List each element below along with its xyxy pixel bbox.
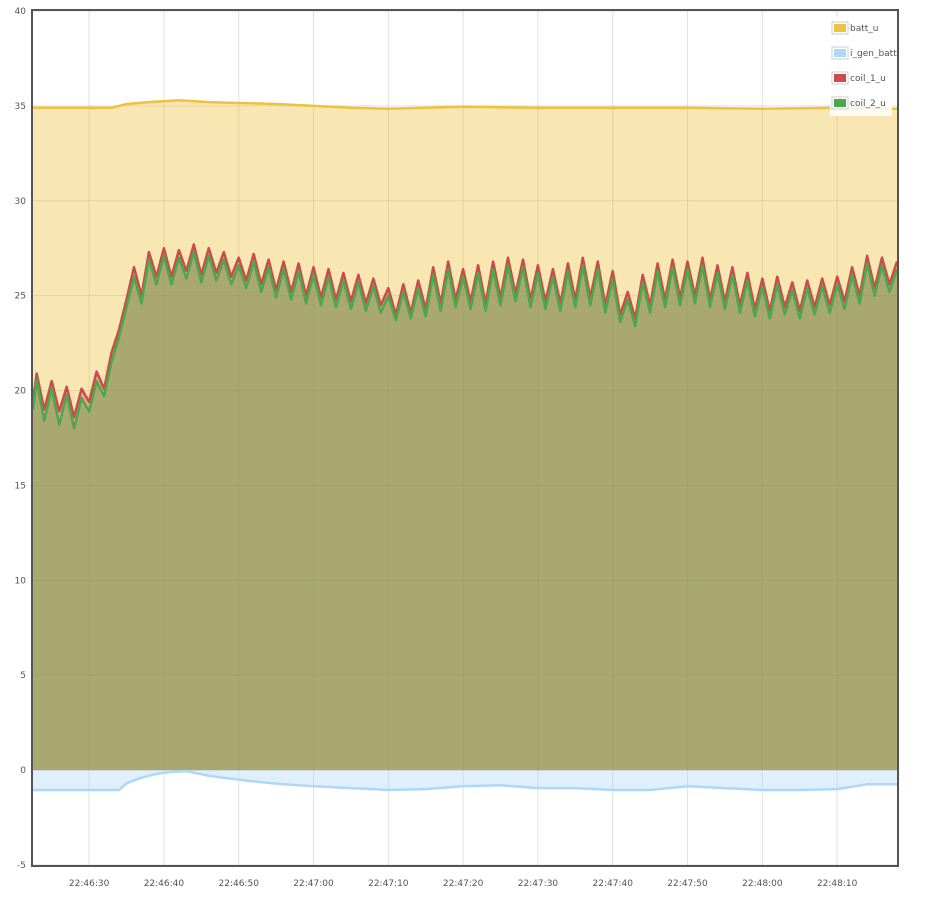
series-lines xyxy=(31,98,899,792)
legend-label: coil_2_u xyxy=(850,99,886,109)
legend-label: coil_1_u xyxy=(850,74,886,84)
y-tick-label: 35 xyxy=(15,102,26,112)
legend-swatch-coil_2_u xyxy=(834,99,846,107)
x-tick-label: 22:47:00 xyxy=(293,879,334,889)
legend-swatch-coil_1_u xyxy=(834,74,846,82)
series-area-coil_2_u xyxy=(33,252,897,771)
x-tick-label: 22:47:10 xyxy=(368,879,409,889)
x-tick-label: 22:47:30 xyxy=(518,879,559,889)
series-area-i_gen_batt xyxy=(33,770,897,790)
x-tick-label: 22:47:50 xyxy=(667,879,708,889)
series-line-coil_2_u xyxy=(31,250,899,430)
legend-swatch-batt_u xyxy=(834,24,846,32)
y-tick-label: 25 xyxy=(15,292,26,302)
y-tick-label: 30 xyxy=(15,197,27,207)
y-tick-label: 0 xyxy=(20,766,26,776)
x-tick-label: 22:46:50 xyxy=(219,879,260,889)
y-tick-label: 10 xyxy=(15,576,27,586)
x-tick-label: 22:46:40 xyxy=(144,879,185,889)
y-tick-label: 5 xyxy=(20,671,26,681)
y-tick-label: 15 xyxy=(15,481,26,491)
legend: batt_u i_gen_batt coil_1_u coil_2_u xyxy=(830,16,897,116)
y-tick-label: 40 xyxy=(15,7,27,17)
y-tick-label: -5 xyxy=(17,861,26,871)
series-line-i_gen_batt xyxy=(33,769,897,792)
series-area-coil_1_u xyxy=(33,244,897,771)
x-tick-label: 22:46:30 xyxy=(69,879,110,889)
x-tick-label: 22:47:20 xyxy=(443,879,484,889)
x-axis-tick-labels: 22:46:30 22:46:40 22:46:50 22:47:00 22:47:10… xyxy=(69,879,858,889)
y-tick-label: 20 xyxy=(15,387,27,397)
series-areas xyxy=(33,100,897,790)
plot-border xyxy=(31,9,899,867)
x-tick-label: 22:47:40 xyxy=(593,879,634,889)
series-line-coil_1_u xyxy=(31,243,899,419)
legend-label: batt_u xyxy=(850,24,879,34)
legend-swatch-i_gen_batt xyxy=(834,49,846,57)
series-line-batt_u xyxy=(33,98,898,110)
legend-label: i_gen_batt xyxy=(850,49,897,59)
y-axis-tick-labels: -5 0 5 10 15 20 25 30 35 40 xyxy=(15,7,27,871)
x-tick-label: 22:48:10 xyxy=(817,879,858,889)
x-tick-label: 22:48:00 xyxy=(742,879,783,889)
